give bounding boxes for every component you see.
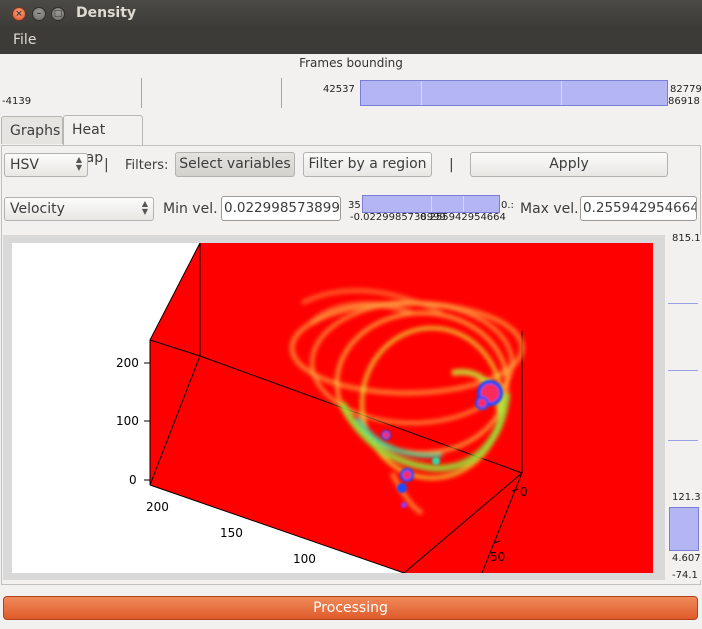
variable-select[interactable]: Velocity ▲ ▼ bbox=[4, 197, 154, 221]
range-tick bbox=[561, 81, 562, 105]
spinner-icon: ▲ ▼ bbox=[75, 155, 82, 172]
tick-marks bbox=[144, 362, 519, 544]
min-vel-label: Min vel. bbox=[163, 201, 218, 217]
z-tick-200: 200 bbox=[116, 356, 139, 370]
slider-bottom-right: 0.255942954664 bbox=[420, 212, 506, 223]
window-title: Density bbox=[76, 5, 137, 21]
y-tick-50: 50 bbox=[490, 550, 505, 564]
frames-min-value: -4139 bbox=[2, 96, 32, 107]
frames-bounding-label: Frames bounding bbox=[299, 56, 403, 70]
colormap-value: HSV bbox=[10, 157, 39, 173]
y-tick-0: 0 bbox=[520, 485, 528, 499]
spinner-icon: ▲ ▼ bbox=[141, 199, 148, 216]
scale-range-slider[interactable] bbox=[669, 507, 699, 551]
slider-bottom-left: -0.0229985738999 bbox=[350, 212, 446, 223]
heat-map-figure: 200 100 0 200 150 100 0 50 bbox=[116, 243, 653, 573]
min-vel-field[interactable]: 0.0229985738999 bbox=[221, 196, 341, 221]
select-variables-button[interactable]: Select variables bbox=[175, 152, 295, 177]
variable-value: Velocity bbox=[10, 201, 65, 217]
menu-bar: File bbox=[0, 28, 702, 54]
scale-low-value: 4.607 bbox=[672, 553, 701, 564]
frames-tick bbox=[141, 78, 142, 108]
x-tick-100: 100 bbox=[293, 552, 316, 566]
density-swirls bbox=[289, 288, 525, 516]
range-tick bbox=[463, 196, 464, 212]
density-peaks bbox=[381, 380, 503, 508]
filters-label: Filters: bbox=[125, 158, 169, 173]
apply-button[interactable]: Apply bbox=[470, 152, 668, 177]
scale-top-value: 815.1 bbox=[672, 233, 701, 244]
z-tick-100: 100 bbox=[116, 414, 139, 428]
frames-range-slider[interactable] bbox=[360, 80, 668, 106]
tab-graphs[interactable]: Graphs bbox=[1, 116, 63, 144]
scale-tick bbox=[668, 440, 698, 441]
scale-mid-value: 121.3 bbox=[672, 492, 701, 503]
tab-bar: Graphs Heat map bbox=[0, 115, 702, 166]
velocity-range-slider[interactable] bbox=[362, 195, 500, 213]
x-tick-150: 150 bbox=[220, 526, 243, 540]
slider-top-right: 0.: bbox=[501, 200, 514, 211]
heat-map-plot[interactable]: 200 100 0 200 150 100 0 50 bbox=[12, 243, 653, 573]
range-tick bbox=[421, 81, 422, 105]
scale-tick bbox=[668, 303, 698, 304]
separator: | bbox=[104, 157, 109, 173]
frames-handle-value: 42537 bbox=[323, 84, 355, 95]
max-vel-field[interactable]: 0.255942954664 bbox=[580, 196, 697, 221]
range-tick bbox=[431, 196, 432, 212]
max-vel-label: Max vel. bbox=[520, 201, 579, 217]
scale-bottom-value: -74.1 bbox=[672, 570, 698, 581]
maximize-icon[interactable]: □ bbox=[51, 7, 65, 21]
z-tick-0: 0 bbox=[129, 473, 137, 487]
frames-max-value-2: 86918 bbox=[668, 96, 700, 107]
frames-max-value: 82779 bbox=[670, 84, 702, 95]
x-tick-200: 200 bbox=[146, 500, 169, 514]
processing-progress-bar: Processing bbox=[3, 596, 698, 620]
colormap-select[interactable]: HSV ▲ ▼ bbox=[4, 153, 88, 177]
close-icon[interactable]: × bbox=[12, 7, 26, 21]
title-bar: × – □ Density bbox=[0, 0, 702, 28]
filter-region-button[interactable]: Filter by a region bbox=[303, 152, 432, 177]
slider-top-left: 35 bbox=[348, 200, 361, 211]
frames-tick bbox=[281, 78, 282, 108]
heat-volume bbox=[150, 243, 653, 573]
separator: | bbox=[449, 157, 454, 173]
minimize-icon[interactable]: – bbox=[32, 7, 46, 21]
menu-file[interactable]: File bbox=[13, 32, 37, 48]
tab-heat-map[interactable]: Heat map bbox=[63, 115, 143, 166]
scale-tick bbox=[668, 370, 698, 371]
